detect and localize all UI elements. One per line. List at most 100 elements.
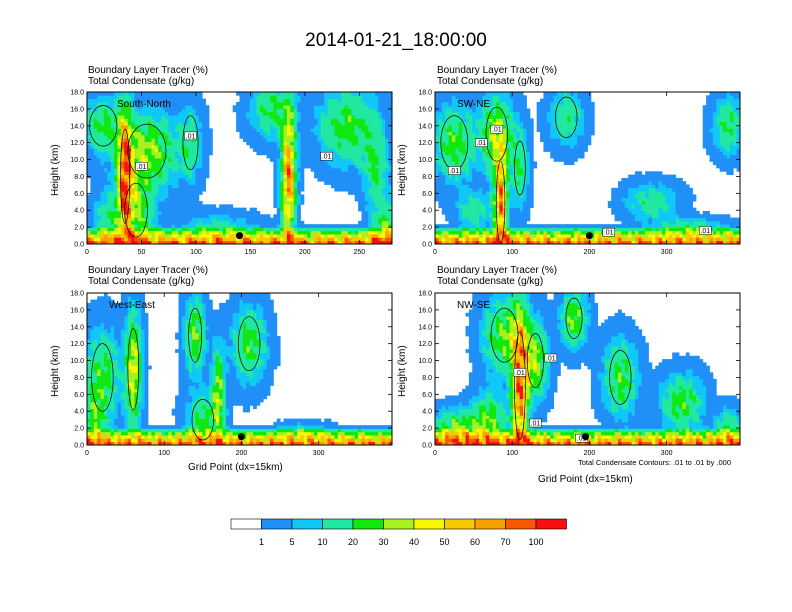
field-cell xyxy=(120,227,125,232)
field-cell xyxy=(546,134,551,139)
field-cell xyxy=(117,171,122,175)
field-cell xyxy=(103,240,108,245)
field-cell xyxy=(127,210,132,215)
field-cell xyxy=(455,151,460,156)
field-cell xyxy=(120,128,125,133)
field-cell xyxy=(388,207,393,212)
field-cell xyxy=(171,224,176,228)
field-cell xyxy=(378,207,383,212)
field-cell xyxy=(448,158,453,162)
field-cell xyxy=(175,148,179,152)
field-cell xyxy=(93,191,98,195)
field-cell xyxy=(249,134,254,139)
field-cell xyxy=(134,204,139,209)
field-cell xyxy=(148,111,152,116)
field-cell xyxy=(158,217,162,222)
field-cell xyxy=(253,131,257,136)
field-cell xyxy=(137,214,142,218)
field-cell xyxy=(441,92,446,96)
field-cell xyxy=(314,161,318,166)
field-cell xyxy=(317,224,322,228)
field-cell xyxy=(375,95,379,99)
field-cell xyxy=(249,227,254,232)
field-cell xyxy=(512,201,517,205)
field-cell xyxy=(103,161,108,166)
field-cell xyxy=(482,237,487,242)
field-cell xyxy=(97,204,101,209)
field-cell xyxy=(236,108,240,113)
field-cell xyxy=(475,131,480,136)
field-cell xyxy=(131,121,135,126)
field-cell xyxy=(472,174,477,179)
field-cell xyxy=(502,128,507,133)
field-cell xyxy=(134,125,139,129)
field-cell xyxy=(303,240,308,245)
field-cell xyxy=(529,141,534,146)
field-cell xyxy=(253,148,257,152)
field-cell xyxy=(185,125,190,129)
field-cell xyxy=(455,101,460,106)
field-cell xyxy=(100,134,105,139)
field-cell xyxy=(171,144,176,149)
field-cell xyxy=(482,220,487,225)
contour-line xyxy=(120,128,131,225)
field-cell xyxy=(364,204,369,209)
field-cell xyxy=(120,141,125,146)
field-cell xyxy=(506,204,510,209)
y-tick-label: 4.0 xyxy=(74,208,84,215)
field-cell xyxy=(496,191,500,195)
field-cell xyxy=(310,227,315,232)
field-cell xyxy=(482,115,487,119)
field-cell xyxy=(127,227,132,232)
field-cell xyxy=(168,210,173,215)
field-cell xyxy=(256,95,261,99)
field-cell xyxy=(124,108,129,113)
field-cell xyxy=(276,115,281,119)
field-cell xyxy=(188,214,193,218)
field-cell xyxy=(161,98,166,103)
field-cell xyxy=(462,174,466,179)
field-cell xyxy=(388,131,393,136)
field-cell xyxy=(144,214,149,218)
field-cell xyxy=(553,240,558,245)
field-cell xyxy=(164,95,169,99)
field-cell xyxy=(161,234,166,238)
field-cell xyxy=(117,164,122,169)
field-cell xyxy=(523,214,527,218)
field-cell xyxy=(103,174,108,179)
field-cell xyxy=(158,121,162,126)
field-cell xyxy=(131,98,135,103)
field-cell xyxy=(307,224,312,228)
field-cell xyxy=(448,128,453,133)
field-cell xyxy=(314,144,318,149)
field-cell xyxy=(249,95,254,99)
field-cell xyxy=(124,201,129,205)
field-cell xyxy=(334,168,339,172)
field-cell xyxy=(151,131,156,136)
field-cell xyxy=(124,184,129,189)
field-cell xyxy=(341,181,345,185)
field-cell xyxy=(388,227,393,232)
field-cell xyxy=(246,240,251,245)
field-cell xyxy=(512,95,517,99)
field-cell xyxy=(246,92,251,96)
field-cell xyxy=(448,201,453,205)
field-cell xyxy=(526,158,531,162)
field-cell xyxy=(438,141,443,146)
field-cell xyxy=(375,171,379,175)
field-cell xyxy=(171,237,176,242)
field-cell xyxy=(451,98,456,103)
field-cell xyxy=(297,151,301,156)
field-cell xyxy=(249,240,254,245)
field-cell xyxy=(351,115,356,119)
field-cell xyxy=(151,141,156,146)
field-cell xyxy=(388,164,393,169)
field-cell xyxy=(334,184,339,189)
field-cell xyxy=(148,240,152,245)
field-cell xyxy=(435,240,439,245)
field-cell xyxy=(87,98,91,103)
field-cell xyxy=(378,194,383,199)
field-cell xyxy=(523,125,527,129)
field-cell xyxy=(445,224,449,228)
field-cell xyxy=(198,95,203,99)
